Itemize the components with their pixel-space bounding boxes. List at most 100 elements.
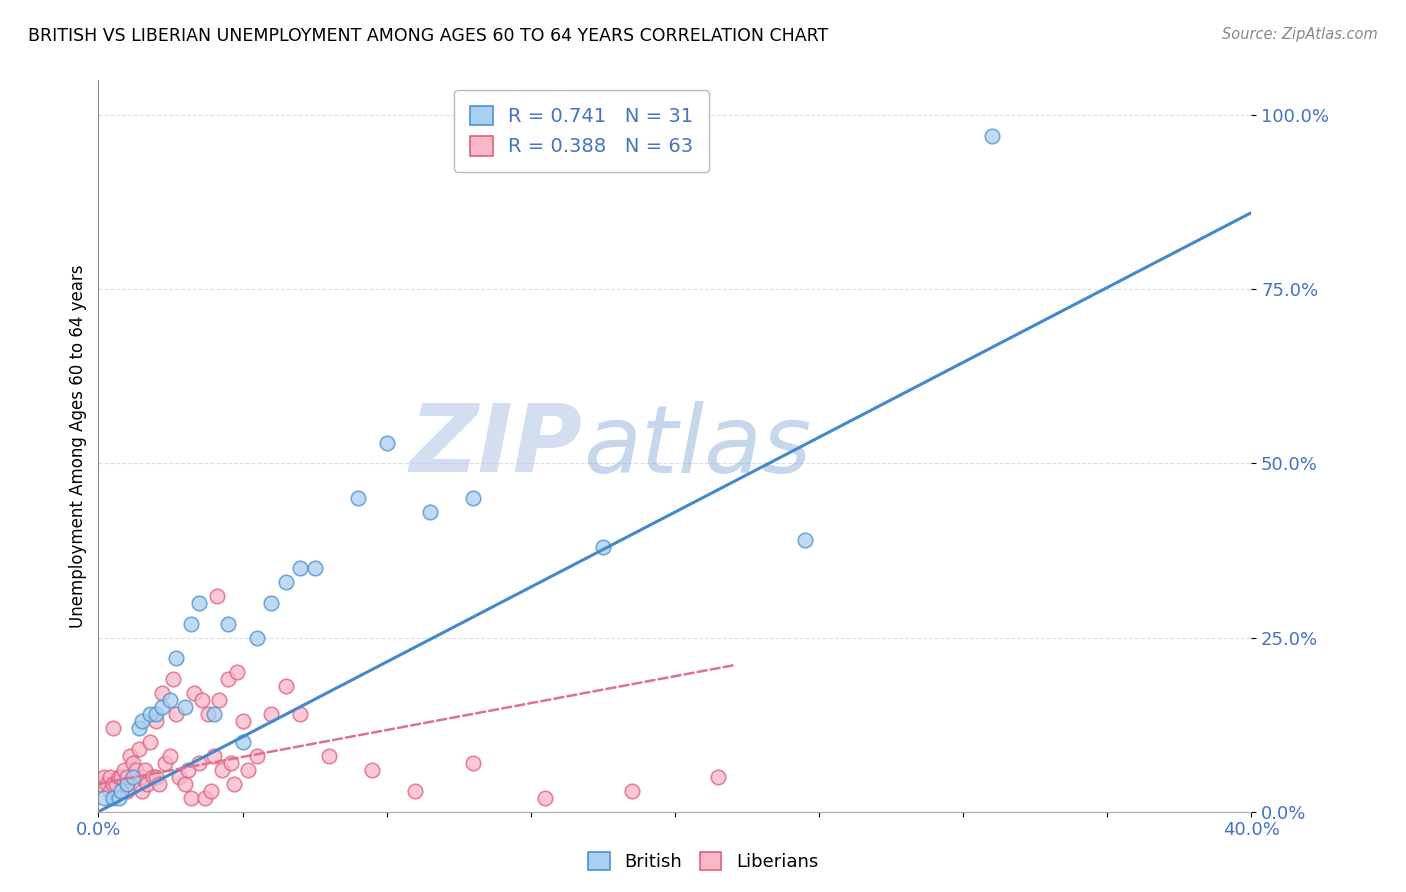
Point: [260, 707, 283, 722]
Point: [188, 756, 211, 770]
Point: [110, 784, 132, 798]
Point: [128, 742, 150, 756]
Point: [120, 749, 142, 764]
Point: [122, 770, 145, 784]
Legend: British, Liberians: British, Liberians: [581, 845, 825, 879]
Point: [290, 561, 312, 575]
Text: atlas: atlas: [582, 401, 811, 491]
Point: [150, 686, 173, 700]
Point: [117, 784, 139, 798]
Point: [191, 693, 214, 707]
Point: [136, 777, 159, 791]
Point: [180, 790, 202, 805]
Point: [217, 673, 239, 687]
Point: [153, 756, 176, 770]
Point: [219, 756, 242, 770]
Point: [274, 679, 297, 693]
Point: [112, 763, 135, 777]
Point: [461, 756, 484, 770]
Point: [205, 589, 228, 603]
Point: [131, 770, 153, 784]
Point: [162, 673, 184, 687]
Point: [128, 721, 150, 735]
Point: [145, 770, 167, 784]
Point: [101, 790, 124, 805]
Point: [419, 505, 441, 519]
Point: [159, 693, 181, 707]
Point: [165, 651, 187, 665]
Point: [260, 596, 283, 610]
Point: [180, 616, 202, 631]
Point: [177, 763, 200, 777]
Point: [93, 790, 115, 805]
Point: [707, 770, 730, 784]
Point: [217, 616, 239, 631]
Point: [110, 770, 132, 784]
Text: BRITISH VS LIBERIAN UNEMPLOYMENT AMONG AGES 60 TO 64 YEARS CORRELATION CHART: BRITISH VS LIBERIAN UNEMPLOYMENT AMONG A…: [28, 27, 828, 45]
Point: [139, 707, 162, 722]
Point: [122, 756, 145, 770]
Point: [246, 631, 269, 645]
Point: [159, 749, 181, 764]
Point: [165, 707, 187, 722]
Point: [167, 770, 190, 784]
Point: [174, 700, 197, 714]
Point: [98, 770, 121, 784]
Point: [222, 777, 245, 791]
Point: [183, 686, 205, 700]
Point: [592, 540, 614, 554]
Point: [290, 707, 312, 722]
Point: [125, 763, 148, 777]
Point: [101, 721, 124, 735]
Point: [188, 596, 211, 610]
Point: [104, 777, 127, 791]
Point: [148, 777, 170, 791]
Point: [117, 777, 139, 791]
Point: [375, 435, 398, 450]
Point: [246, 749, 269, 764]
Point: [208, 693, 231, 707]
Text: Source: ZipAtlas.com: Source: ZipAtlas.com: [1222, 27, 1378, 42]
Point: [274, 574, 297, 589]
Point: [231, 714, 254, 728]
Point: [145, 707, 167, 722]
Point: [197, 707, 219, 722]
Point: [107, 770, 129, 784]
Point: [107, 790, 129, 805]
Point: [981, 128, 1004, 143]
Point: [620, 784, 643, 798]
Point: [225, 665, 247, 680]
Point: [793, 533, 815, 547]
Point: [98, 784, 121, 798]
Point: [139, 735, 162, 749]
Point: [231, 735, 254, 749]
Point: [405, 784, 427, 798]
Point: [117, 770, 139, 784]
Point: [134, 763, 156, 777]
Point: [346, 491, 368, 506]
Point: [142, 770, 165, 784]
Point: [96, 777, 118, 791]
Point: [202, 707, 225, 722]
Point: [361, 763, 384, 777]
Text: ZIP: ZIP: [409, 400, 582, 492]
Point: [534, 790, 557, 805]
Point: [145, 714, 167, 728]
Point: [238, 763, 260, 777]
Point: [211, 763, 233, 777]
Point: [131, 784, 153, 798]
Point: [93, 770, 115, 784]
Point: [90, 777, 112, 791]
Point: [150, 700, 173, 714]
Legend: R = 0.741   N = 31, R = 0.388   N = 63: R = 0.741 N = 31, R = 0.388 N = 63: [454, 90, 709, 172]
Point: [318, 749, 340, 764]
Point: [174, 777, 197, 791]
Point: [101, 777, 124, 791]
Point: [200, 784, 222, 798]
Point: [117, 777, 139, 791]
Point: [202, 749, 225, 764]
Point: [461, 491, 484, 506]
Point: [304, 561, 326, 575]
Y-axis label: Unemployment Among Ages 60 to 64 years: Unemployment Among Ages 60 to 64 years: [69, 264, 87, 628]
Point: [131, 714, 153, 728]
